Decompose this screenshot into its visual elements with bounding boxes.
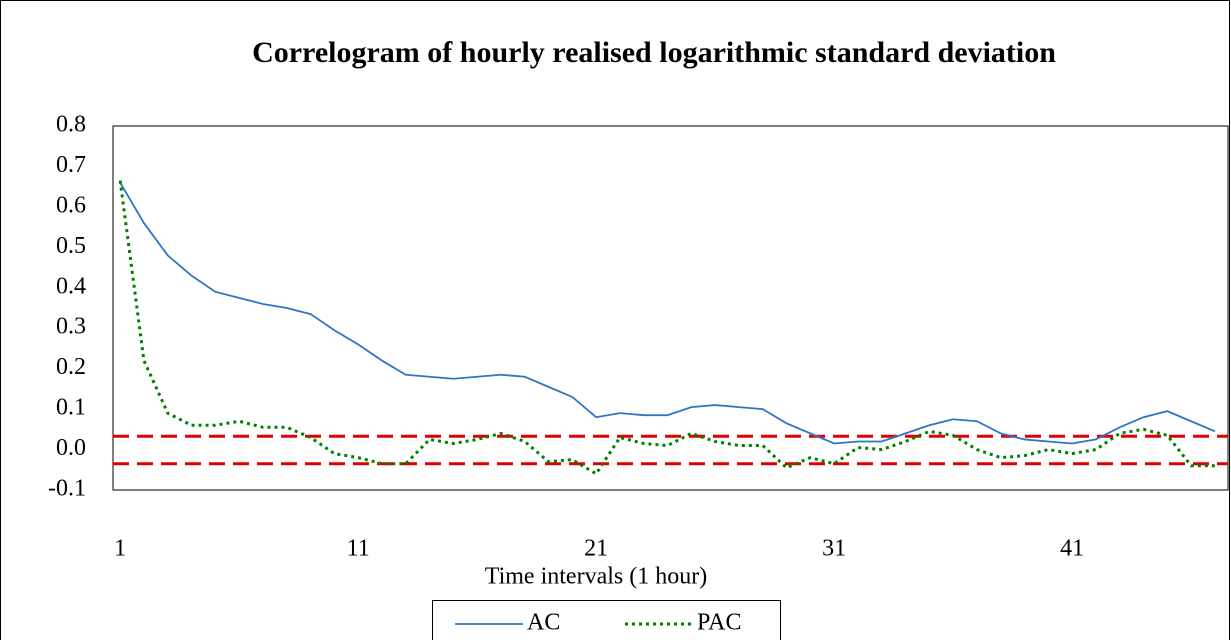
y-tick-label: 0.4 (56, 273, 86, 299)
x-tick-label: 1 (114, 536, 126, 562)
y-tick-label: 0.1 (56, 395, 86, 421)
x-tick-label: 31 (822, 536, 846, 562)
y-tick-label: 0.3 (56, 314, 86, 340)
chart-title: Correlogram of hourly realised logarithm… (252, 36, 1056, 69)
series-line (119, 182, 1216, 445)
legend-label: PAC (697, 610, 741, 636)
x-tick-label: 21 (584, 536, 608, 562)
x-tick-label: 41 (1060, 536, 1084, 562)
y-tick-label: 0.7 (56, 152, 86, 178)
plot-area (112, 125, 1229, 491)
legend-box (432, 600, 781, 640)
y-tick-label: 0.0 (56, 435, 86, 461)
y-tick-label: 0.6 (56, 192, 86, 218)
y-tick-label: 0.8 (56, 112, 86, 138)
y-tick-label: 0.5 (56, 233, 86, 259)
series-line (118, 180, 1215, 476)
legend-label: AC (527, 610, 560, 636)
y-tick-label: 0.2 (56, 354, 86, 380)
y-tick-label: -0.1 (48, 476, 86, 502)
x-tick-label: 11 (347, 536, 370, 562)
x-axis-label: Time intervals (1 hour) (485, 564, 707, 590)
